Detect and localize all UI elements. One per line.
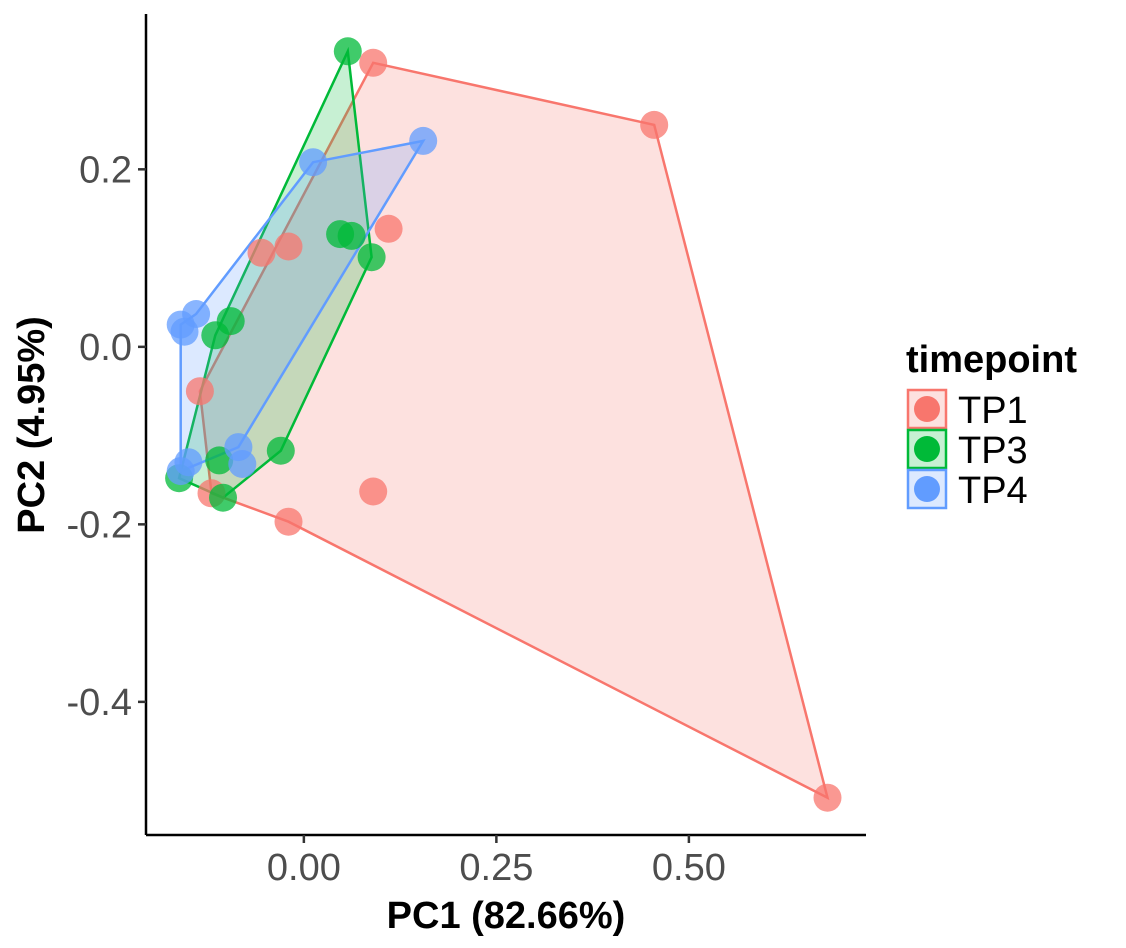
point-tp3 xyxy=(357,243,386,272)
y-axis-title: PC2 (4.95%) xyxy=(11,316,53,534)
x-tick-label: 0.50 xyxy=(652,847,726,889)
legend-label-tp3: TP3 xyxy=(958,430,1028,472)
point-tp3 xyxy=(266,436,295,465)
point-tp1 xyxy=(274,507,303,536)
point-tp1 xyxy=(359,48,388,77)
y-tick-label: 0.2 xyxy=(79,149,132,191)
point-tp1 xyxy=(185,377,214,406)
point-tp1 xyxy=(274,232,303,261)
point-tp3 xyxy=(201,321,230,350)
legend-swatch-tp3 xyxy=(914,436,940,462)
point-tp4 xyxy=(299,148,328,177)
point-tp1 xyxy=(247,238,276,267)
legend-swatch-tp4 xyxy=(914,476,940,502)
y-tick-label: -0.4 xyxy=(67,682,132,724)
point-tp4 xyxy=(170,317,199,346)
point-tp4 xyxy=(409,126,438,155)
legend-label-tp4: TP4 xyxy=(958,470,1028,512)
point-layer xyxy=(165,37,842,812)
x-tick-label: 0.25 xyxy=(459,847,533,889)
point-tp4 xyxy=(228,450,257,478)
point-tp1 xyxy=(813,783,842,812)
point-tp3 xyxy=(333,37,362,66)
x-tick-label: 0.00 xyxy=(267,847,341,889)
tick-layer: 0.00 0.25 0.50 -0.4 -0.2 0.0 0.2 xyxy=(67,149,726,889)
point-tp4 xyxy=(166,457,195,486)
y-tick-label: 0.0 xyxy=(79,327,132,369)
point-tp3 xyxy=(337,221,366,250)
legend-swatch-tp1 xyxy=(914,396,940,422)
hull-layer xyxy=(177,46,830,801)
point-tp1 xyxy=(359,477,388,506)
x-axis-title: PC1 (82.66%) xyxy=(387,895,626,937)
point-tp3 xyxy=(209,483,237,512)
axis-layer xyxy=(144,14,866,837)
point-tp1 xyxy=(640,110,669,139)
legend-label-tp1: TP1 xyxy=(958,390,1028,432)
legend-title: timepoint xyxy=(906,339,1077,381)
y-tick-label: -0.2 xyxy=(67,504,132,546)
point-tp1 xyxy=(374,214,403,243)
